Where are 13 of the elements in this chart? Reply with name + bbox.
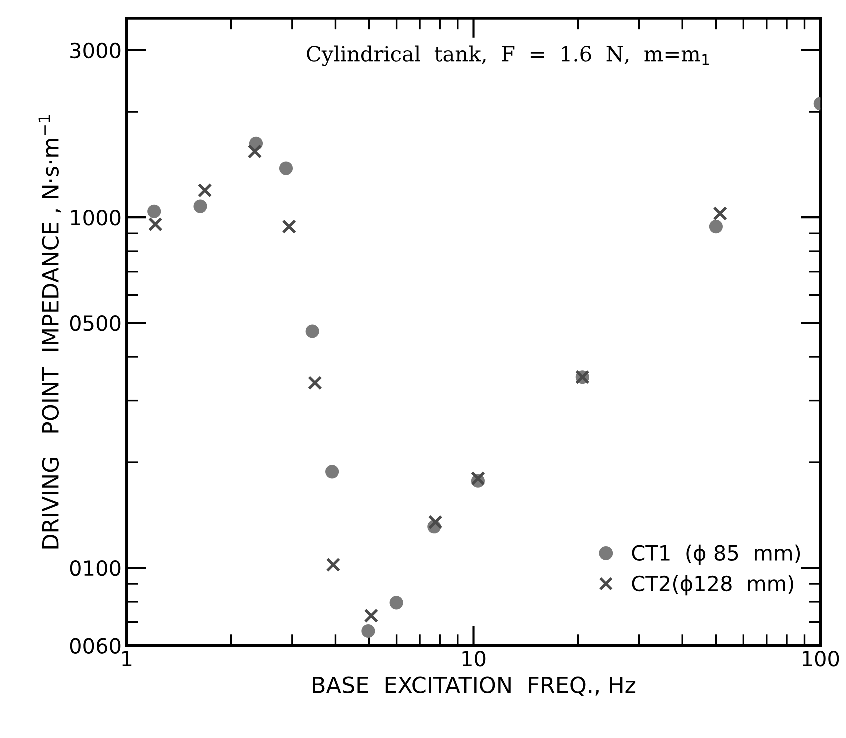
y-tick-label: 1000	[71, 210, 121, 226]
legend-label: CT2(ϕ128 mm)	[632, 575, 794, 596]
x-tick-label: 10	[462, 650, 486, 667]
x-tick-label: 1	[122, 651, 132, 666]
y-tick-label: 0060	[70, 638, 121, 654]
y-axis-title: DRIVING POINT IMPEDANCE , N·s·m$^{−1}$	[38, 115, 62, 549]
y-tick-label: 0500	[70, 316, 121, 332]
legend-label: CT1 (ϕ 85 mm)	[632, 544, 800, 566]
x-axis-title: BASE EXCITATION FREQ., Hz	[313, 676, 636, 696]
annotation: Cylindrical tank, F = 1.6 N, m=m$_{1}$	[307, 46, 710, 66]
x-tick-label: 100	[803, 650, 840, 667]
y-tick-label: 3000	[70, 42, 121, 59]
y-tick-label: 0100	[70, 560, 121, 576]
